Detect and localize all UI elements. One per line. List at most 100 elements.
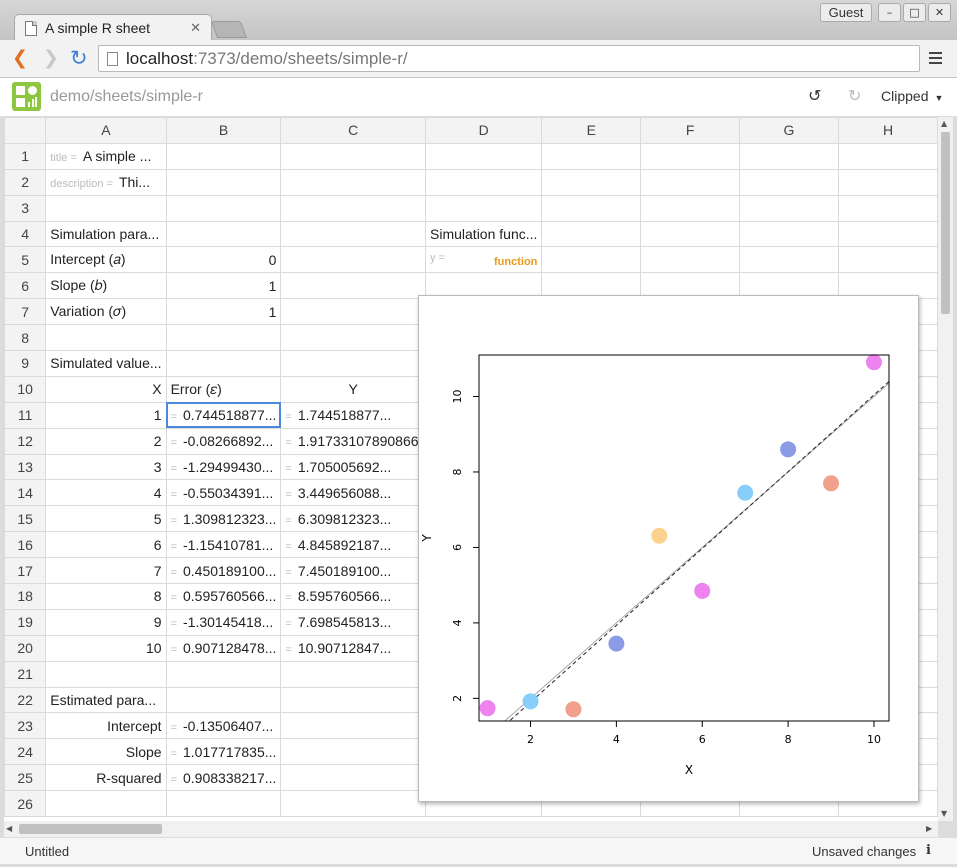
browser-tab[interactable]: A simple R sheet ✕ xyxy=(14,14,212,41)
cell-a16[interactable]: 6 xyxy=(45,531,167,559)
forward-icon[interactable]: ❯ xyxy=(43,47,59,69)
cell-a7[interactable]: Variation (𝜎) xyxy=(45,298,167,326)
cell-b14[interactable]: = -0.55034391... xyxy=(165,479,282,507)
cell-a17[interactable]: 7 xyxy=(45,557,167,585)
cell-b7[interactable]: 1 xyxy=(165,298,282,326)
cell-a22[interactable]: Estimated para... xyxy=(45,686,167,714)
cell-h6[interactable] xyxy=(838,272,938,300)
close-window-icon[interactable]: ✕ xyxy=(928,3,951,22)
cell-f5[interactable] xyxy=(640,246,740,274)
cell-b8[interactable] xyxy=(165,324,282,352)
row-header[interactable]: 3 xyxy=(4,194,47,222)
cell-a1[interactable]: title = A simple ... xyxy=(45,142,167,170)
cell-b15[interactable]: = 1.309812323... xyxy=(165,505,282,533)
cell-a6[interactable]: Slope (𝑏) xyxy=(45,272,167,300)
cell-d1[interactable] xyxy=(425,142,543,170)
cell-b22[interactable] xyxy=(165,686,282,714)
cell-h3[interactable] xyxy=(838,194,938,222)
cell-a21[interactable] xyxy=(45,660,167,688)
column-header-e[interactable]: E xyxy=(541,117,642,144)
cell-g6[interactable] xyxy=(738,272,840,300)
cell-b18[interactable]: = 0.595760566... xyxy=(165,583,282,610)
maximize-icon[interactable]: □ xyxy=(903,3,926,22)
row-header[interactable]: 4 xyxy=(4,220,47,248)
cell-b10[interactable]: Error (𝜀) xyxy=(165,375,282,403)
cell-c17[interactable]: = 7.450189100... xyxy=(280,557,427,585)
row-header[interactable]: 2 xyxy=(4,168,47,196)
reload-icon[interactable]: ↻ xyxy=(70,46,88,70)
column-header-h[interactable]: H xyxy=(838,117,938,144)
cell-b21[interactable] xyxy=(165,660,282,688)
row-header[interactable]: 5 xyxy=(4,246,47,274)
cell-a23[interactable]: Intercept xyxy=(45,712,167,740)
cell-c18[interactable]: = 8.595760566... xyxy=(280,583,427,610)
cell-c19[interactable]: = 7.698545813... xyxy=(280,608,427,636)
cell-g3[interactable] xyxy=(738,194,840,222)
cell-c11[interactable]: = 1.744518877... xyxy=(280,401,427,429)
vertical-scrollbar[interactable]: ▲ ▼ xyxy=(938,117,953,821)
scroll-up-icon[interactable]: ▲ xyxy=(941,119,948,128)
cell-b23[interactable]: = -0.13506407... xyxy=(165,712,282,740)
browser-menu-icon[interactable] xyxy=(929,52,942,64)
guest-profile-button[interactable]: Guest xyxy=(820,3,872,22)
cell-a11[interactable]: 1 xyxy=(45,401,167,429)
cell-b16[interactable]: = -1.15410781... xyxy=(165,531,282,559)
cell-a9[interactable]: Simulated value... xyxy=(45,350,167,377)
cell-g5[interactable] xyxy=(738,246,840,274)
row-header[interactable]: 13 xyxy=(4,453,47,481)
cell-c22[interactable] xyxy=(280,686,427,714)
cell-a13[interactable]: 3 xyxy=(45,453,167,481)
cell-b20[interactable]: = 0.907128478... xyxy=(165,634,282,662)
cell-a24[interactable]: Slope xyxy=(45,738,167,766)
cell-a5[interactable]: Intercept (𝑎) xyxy=(45,246,167,274)
row-header[interactable]: 8 xyxy=(4,324,47,352)
row-header[interactable]: 6 xyxy=(4,272,47,300)
undo-icon[interactable]: ↺ xyxy=(808,86,822,105)
cell-b4[interactable] xyxy=(165,220,282,248)
row-header[interactable]: 10 xyxy=(4,375,47,403)
row-header[interactable]: 7 xyxy=(4,298,47,326)
cell-c26[interactable] xyxy=(280,790,427,818)
scroll-down-icon[interactable]: ▼ xyxy=(941,809,948,818)
horizontal-scroll-thumb[interactable] xyxy=(19,824,162,834)
cell-c9[interactable] xyxy=(280,350,427,377)
cell-e2[interactable] xyxy=(541,168,642,196)
cell-c24[interactable] xyxy=(280,738,427,766)
cell-d5[interactable]: y = function xyxy=(425,246,543,274)
row-header[interactable]: 20 xyxy=(4,634,47,662)
cell-g2[interactable] xyxy=(738,168,840,196)
cell-b19[interactable]: = -1.30145418... xyxy=(165,608,282,636)
row-header[interactable]: 1 xyxy=(4,142,47,170)
cell-b17[interactable]: = 0.450189100... xyxy=(165,557,282,585)
app-logo[interactable] xyxy=(12,82,41,111)
cell-b24[interactable]: = 1.017717835... xyxy=(165,738,282,766)
cell-c8[interactable] xyxy=(280,324,427,352)
cell-h2[interactable] xyxy=(838,168,938,196)
cell-c4[interactable] xyxy=(280,220,427,248)
cell-c15[interactable]: = 6.309812323... xyxy=(280,505,427,533)
scatter-plot[interactable]: 2 4 6 8 10 2 4 6 8 10 X Y xyxy=(418,295,919,802)
vertical-scroll-thumb[interactable] xyxy=(941,132,950,314)
cell-c16[interactable]: = 4.845892187... xyxy=(280,531,427,559)
scroll-left-icon[interactable]: ◀ xyxy=(6,824,13,833)
row-header[interactable]: 16 xyxy=(4,531,47,559)
cell-a26[interactable] xyxy=(45,790,167,818)
cell-b3[interactable] xyxy=(165,194,282,222)
row-header[interactable]: 12 xyxy=(4,427,47,455)
cell-c5[interactable] xyxy=(280,246,427,274)
column-header-a[interactable]: A xyxy=(45,117,167,144)
cell-h4[interactable] xyxy=(838,220,938,248)
address-bar[interactable]: localhost:7373/demo/sheets/simple-r/ xyxy=(98,45,920,72)
cell-c14[interactable]: = 3.449656088... xyxy=(280,479,427,507)
cell-b25[interactable]: = 0.908338217... xyxy=(165,764,282,792)
cell-b26[interactable] xyxy=(165,790,282,818)
back-icon[interactable]: ❮ xyxy=(12,47,28,69)
cell-a4[interactable]: Simulation para... xyxy=(45,220,167,248)
cell-c6[interactable] xyxy=(280,272,427,300)
cell-a10[interactable]: X xyxy=(45,375,167,403)
corner-cell[interactable] xyxy=(4,117,47,144)
cell-b6[interactable]: 1 xyxy=(165,272,282,300)
column-header-b[interactable]: B xyxy=(165,117,282,144)
redo-icon[interactable]: ↻ xyxy=(848,86,862,105)
cell-g1[interactable] xyxy=(738,142,840,170)
